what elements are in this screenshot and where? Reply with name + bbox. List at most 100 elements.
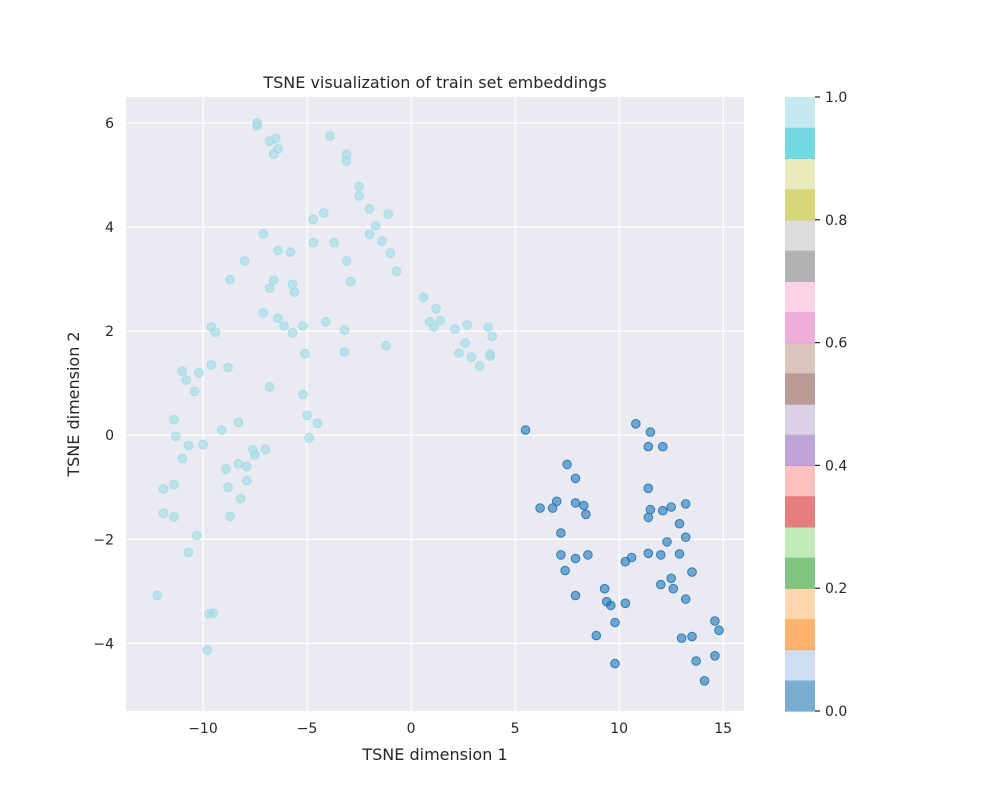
scatter-point xyxy=(321,317,331,327)
scatter-point xyxy=(223,362,233,373)
scatter-point xyxy=(610,658,620,669)
scatter-point xyxy=(169,414,179,425)
scatter-point xyxy=(260,444,271,455)
scatter-point xyxy=(181,375,192,385)
colorbar-tick-label: 0.8 xyxy=(825,213,847,229)
scatter-point xyxy=(680,594,691,604)
scatter-point xyxy=(666,502,677,512)
scatter-point xyxy=(194,368,204,378)
scatter-point xyxy=(606,600,616,611)
grid-lines xyxy=(126,97,744,711)
scatter-point xyxy=(221,464,231,474)
scatter-point xyxy=(158,508,169,519)
scatter-point xyxy=(191,530,202,541)
scatter-point xyxy=(535,503,545,513)
y-tick-label: −4 xyxy=(93,636,114,652)
colorbar-segment xyxy=(785,465,815,497)
scatter-point xyxy=(610,617,620,628)
scatter-point xyxy=(714,625,724,636)
scatter-point xyxy=(520,425,531,435)
scatter-point xyxy=(658,505,668,516)
scatter-point xyxy=(591,630,602,641)
colorbar-segment xyxy=(785,342,815,374)
scatter-point xyxy=(354,191,364,201)
colorbar-segment xyxy=(785,680,815,712)
scatter-point xyxy=(560,565,570,576)
scatter-point xyxy=(264,136,275,146)
scatter-point xyxy=(285,247,296,257)
colorbar-tick-label: 0.4 xyxy=(825,458,847,474)
colorbar-tick-label: 0.6 xyxy=(825,336,847,352)
colorbar-segment xyxy=(785,219,815,252)
x-tick-label: 5 xyxy=(511,721,520,737)
scatter-point xyxy=(435,315,446,326)
scatter-point xyxy=(189,386,200,397)
scatter-point xyxy=(341,156,352,166)
colorbar-segment xyxy=(785,97,815,129)
scatter-point xyxy=(223,482,233,493)
scatter-point xyxy=(383,209,394,219)
scatter-point xyxy=(241,475,252,486)
scatter-point xyxy=(250,450,260,460)
x-tick-label: −10 xyxy=(188,721,218,737)
scatter-point xyxy=(377,236,387,246)
colorbar-segment xyxy=(785,404,815,436)
y-tick-label: 4 xyxy=(105,220,114,236)
scatter-point xyxy=(364,229,375,240)
scatter-point xyxy=(431,304,441,314)
scatter-point xyxy=(183,440,194,451)
colorbar-segment xyxy=(785,588,815,620)
scatter-point xyxy=(547,503,558,513)
scatter-point xyxy=(370,221,381,231)
scatter-point xyxy=(341,256,352,266)
scatter-point xyxy=(643,441,654,452)
scatter-point xyxy=(391,266,402,277)
scatter-point xyxy=(169,479,179,490)
scatter-point xyxy=(662,537,672,547)
scatter-point xyxy=(656,579,666,590)
scatter-point xyxy=(656,550,666,560)
y-tick-label: 2 xyxy=(105,324,114,340)
x-tick-label: 0 xyxy=(407,721,416,737)
x-tick-label: 15 xyxy=(714,721,732,737)
colorbar-tick-label: 0.0 xyxy=(825,704,847,720)
scatter-point xyxy=(643,483,654,494)
y-tick-label: −2 xyxy=(93,532,114,548)
scatter-point xyxy=(551,496,562,507)
scatter-point xyxy=(381,340,391,351)
scatter-points xyxy=(152,118,724,686)
scatter-point xyxy=(287,279,298,290)
scatter-point xyxy=(225,511,235,522)
colorbar-tick-label: 1.0 xyxy=(825,90,847,106)
scatter-point xyxy=(556,550,566,560)
scatter-point xyxy=(483,322,493,332)
scatter-point xyxy=(241,461,252,472)
scatter-point xyxy=(570,473,581,484)
scatter-point xyxy=(233,417,244,428)
scatter-point xyxy=(687,567,697,577)
colorbar-segment xyxy=(785,373,815,405)
colorbar-segment xyxy=(785,189,815,221)
scatter-point xyxy=(216,425,227,435)
scatter-point xyxy=(198,439,208,450)
scatter-point xyxy=(581,509,591,520)
chart-title: TSNE visualization of train set embeddin… xyxy=(262,73,606,92)
colorbar-segment xyxy=(785,311,815,344)
scatter-point xyxy=(620,556,631,567)
y-tick-label: 6 xyxy=(105,116,114,132)
scatter-point xyxy=(643,512,654,523)
scatter-point xyxy=(645,427,656,437)
scatter-point xyxy=(312,418,323,429)
colorbar-segment xyxy=(785,557,815,589)
scatter-point xyxy=(252,120,262,131)
scatter-point xyxy=(620,598,631,609)
scatter-point xyxy=(583,550,593,560)
scatter-point xyxy=(183,547,194,558)
x-tick-label: −5 xyxy=(297,721,318,737)
scatter-point xyxy=(674,549,685,559)
scatter-point xyxy=(339,325,350,335)
colorbar-segment xyxy=(785,127,815,159)
scatter-point xyxy=(300,348,310,359)
x-axis-label: TSNE dimension 1 xyxy=(361,745,507,764)
scatter-point xyxy=(329,237,339,248)
